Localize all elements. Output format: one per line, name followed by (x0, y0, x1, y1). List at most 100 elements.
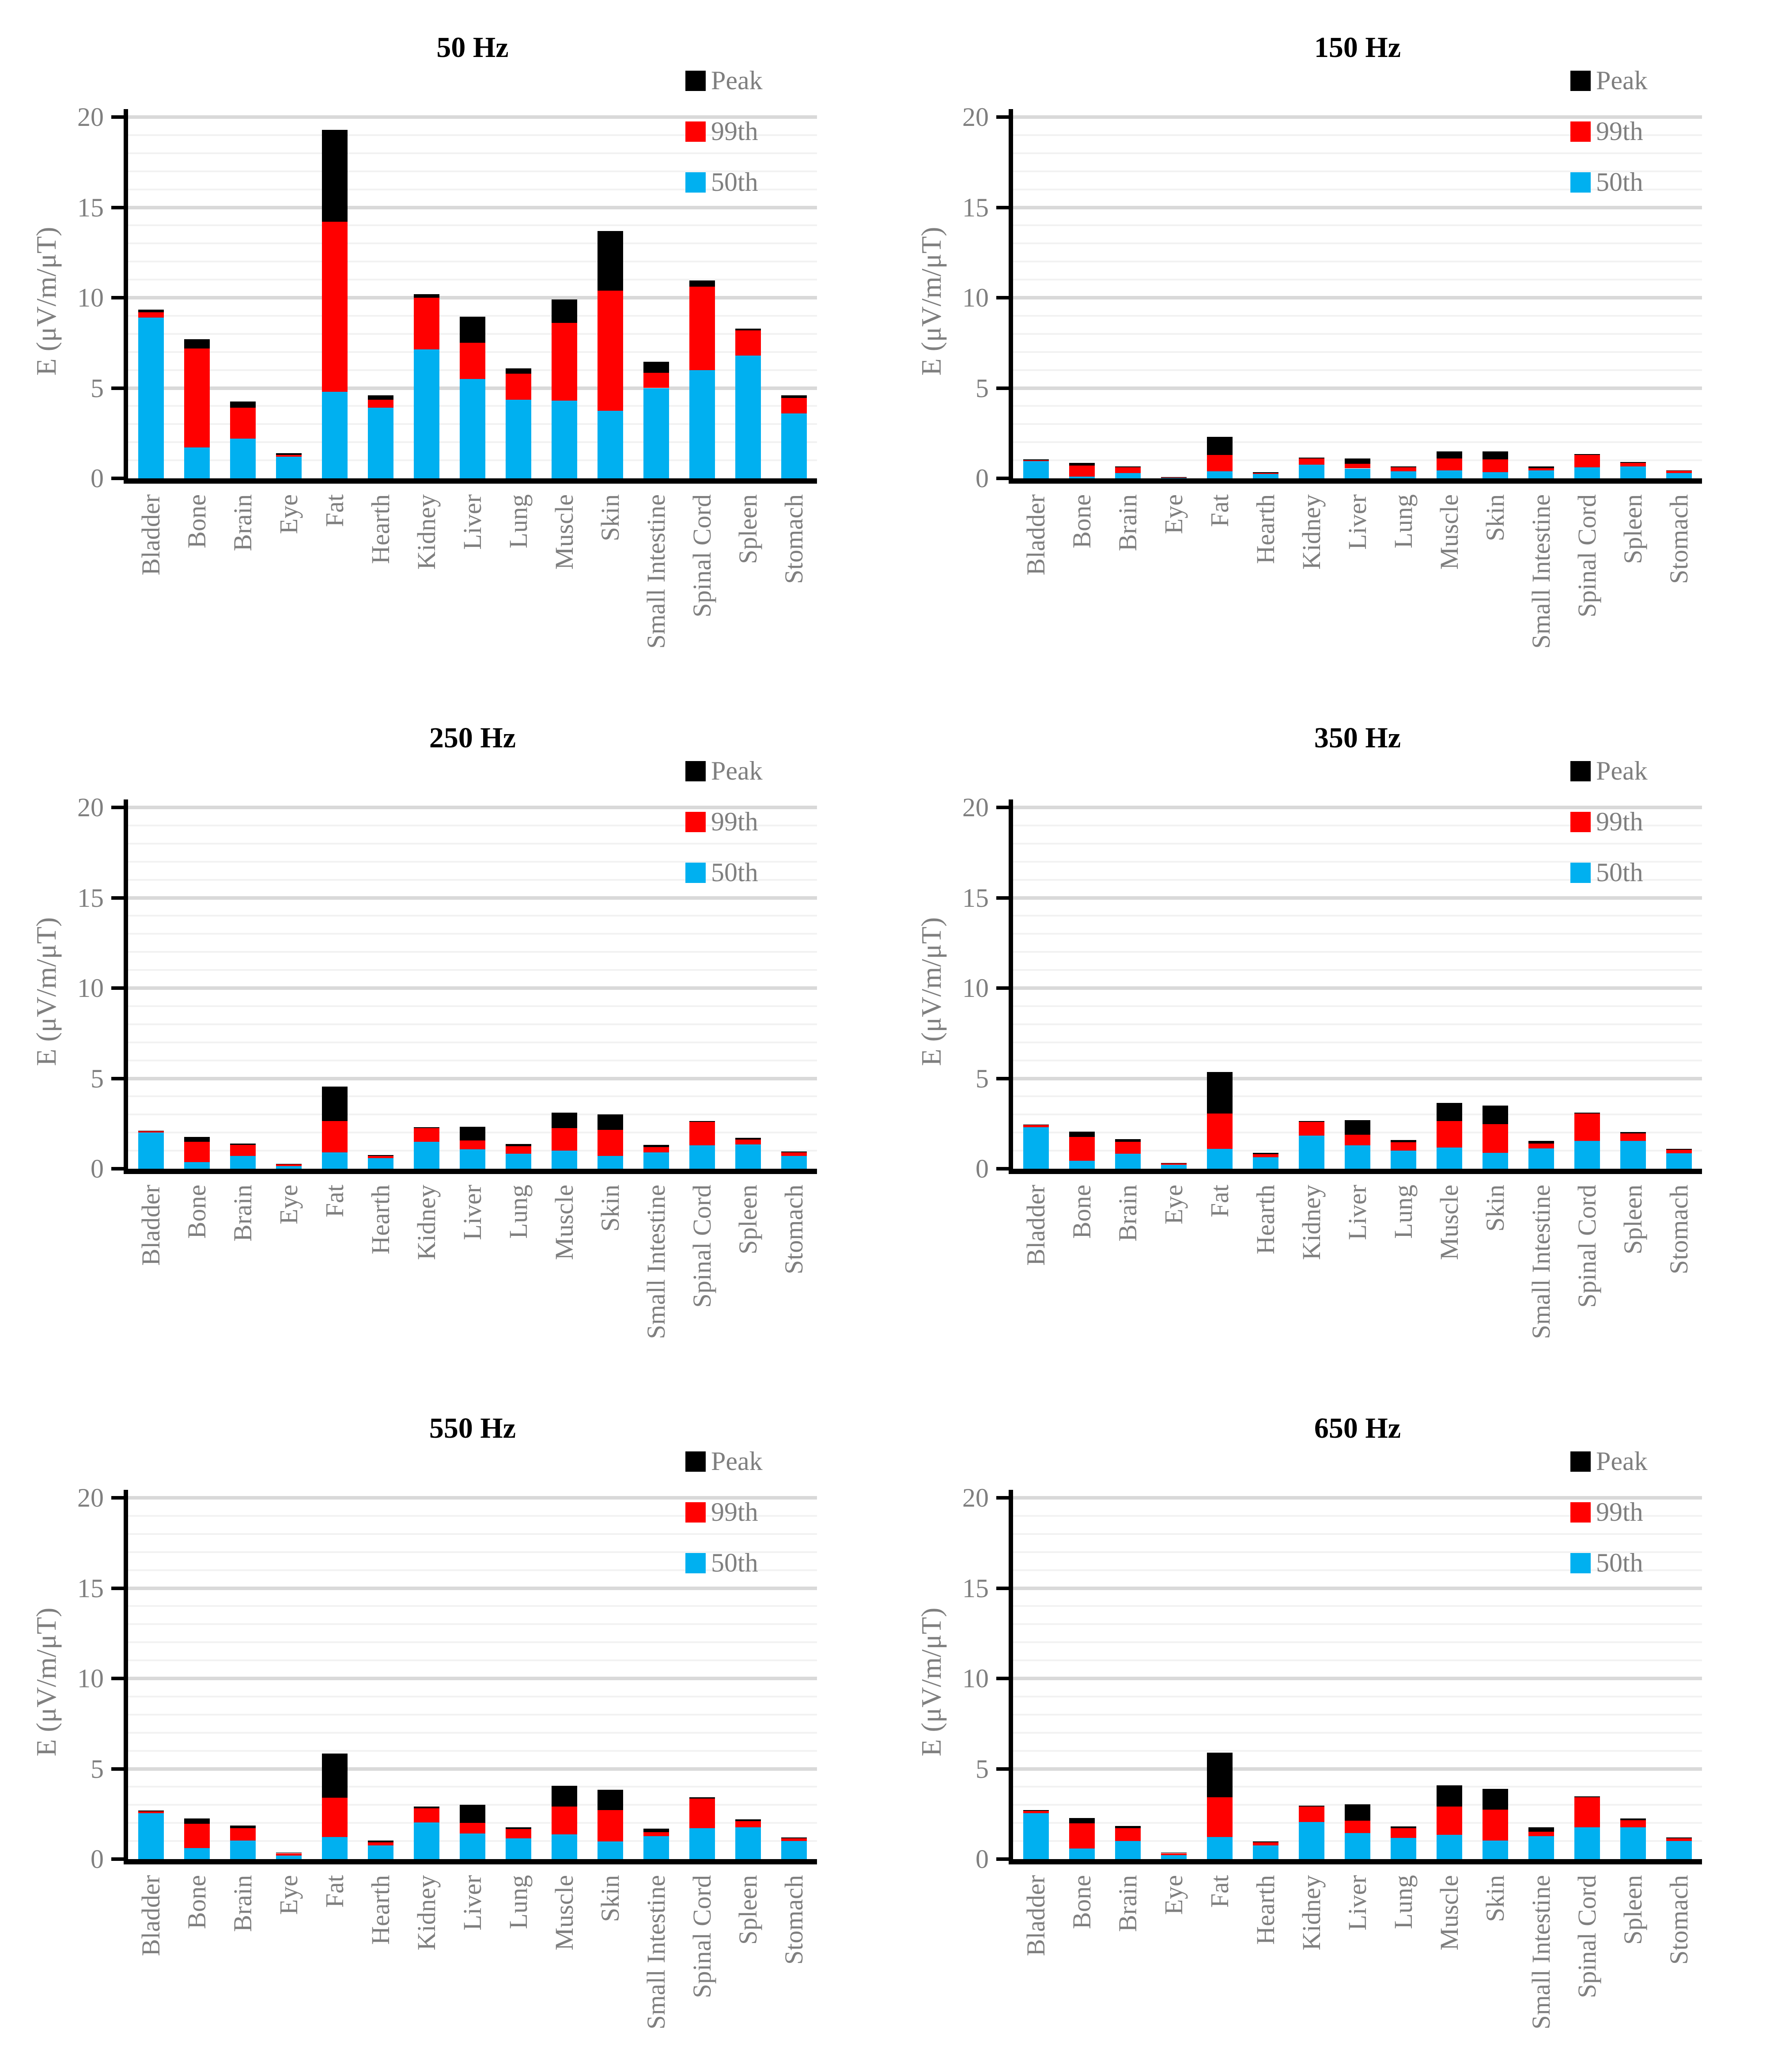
x-category-label-muscle: Muscle (1435, 494, 1464, 570)
bar-small-intestine-50th (1528, 470, 1554, 478)
minor-gridline (128, 242, 817, 245)
bar-muscle-peak (552, 1113, 577, 1128)
bar-liver-99th (1345, 1135, 1370, 1145)
x-category-label-hearth: Hearth (366, 1875, 395, 1945)
legend-item-label-99th: 99th (1596, 1497, 1643, 1527)
legend-item-label-peak: Peak (1596, 1447, 1648, 1476)
y-tick-label: 10 (962, 1664, 989, 1693)
bar-bladder-50th (1023, 1127, 1049, 1169)
bar-skin-peak (598, 231, 623, 291)
bar-muscle-99th (552, 323, 577, 401)
bar-spinal-cord-99th (689, 287, 715, 370)
bar-hearth-99th (1253, 473, 1278, 474)
bar-kidney-50th (414, 349, 439, 478)
legend-swatch-99th (1570, 1502, 1591, 1523)
bar-brain-99th (230, 408, 256, 439)
bar-spinal-cord-peak (689, 1797, 715, 1799)
x-category-label-brain: Brain (1113, 1185, 1142, 1242)
bar-lung-50th (1391, 471, 1416, 478)
minor-gridline (128, 1023, 817, 1025)
minor-gridline (1013, 134, 1702, 136)
x-category-label-hearth: Hearth (1251, 1875, 1280, 1945)
bar-muscle-50th (1437, 470, 1462, 478)
minor-gridline (1013, 1623, 1702, 1625)
x-category-label-small-intestine: Small Intestine (1527, 1875, 1555, 2030)
x-category-label-liver: Liver (1343, 1875, 1372, 1931)
bar-eye-99th (276, 1164, 302, 1166)
bar-stomach-peak (1666, 470, 1692, 471)
y-tick-label: 10 (77, 283, 104, 312)
bar-kidney-peak (414, 1807, 439, 1808)
x-category-label-muscle: Muscle (550, 1875, 579, 1951)
bar-bone-50th (184, 1162, 210, 1169)
bar-eye-99th (1161, 477, 1187, 478)
bar-bladder-99th (1023, 460, 1049, 462)
bar-small-intestine-99th (643, 1147, 669, 1153)
minor-gridline (1013, 261, 1702, 263)
bar-bladder-peak (138, 309, 164, 312)
legend-swatch-50th (1570, 172, 1591, 193)
bar-hearth-50th (368, 1158, 393, 1169)
major-gridline (128, 986, 817, 990)
bar-brain-99th (1115, 1828, 1141, 1841)
y-tick-mark (111, 1496, 124, 1500)
y-tick-mark (996, 1677, 1009, 1680)
chart-350hz: 350 Hz E (μV/m/μT) 0 5 10 15 20 Bladder Bone Br… (885, 690, 1770, 1381)
minor-gridline (128, 1551, 817, 1553)
bar-skin-50th (1483, 1841, 1508, 1859)
bar-lung-99th (506, 1829, 531, 1839)
bar-eye-50th (276, 456, 302, 478)
legend-item-label-99th: 99th (711, 807, 758, 836)
bar-spleen-99th (1620, 463, 1646, 467)
bar-kidney-50th (414, 1141, 439, 1169)
bar-kidney-99th (414, 1808, 439, 1822)
bar-bladder-99th (138, 312, 164, 318)
bar-stomach-99th (1666, 1150, 1692, 1154)
x-category-label-lung: Lung (1389, 1875, 1418, 1929)
x-axis-line (124, 1169, 817, 1174)
x-category-label-small-intestine: Small Intestine (642, 1875, 670, 2030)
legend-swatch-peak (1570, 71, 1591, 91)
y-axis-line (124, 799, 128, 1169)
minor-gridline (128, 134, 817, 136)
y-tick-mark (996, 1767, 1009, 1771)
bar-lung-50th (506, 1838, 531, 1859)
major-gridline (1013, 1076, 1702, 1080)
x-category-label-skin: Skin (1481, 1185, 1509, 1232)
bar-spinal-cord-50th (1574, 1140, 1600, 1169)
x-category-label-brain: Brain (228, 1185, 257, 1242)
bar-skin-99th (598, 1810, 623, 1841)
bar-spleen-peak (735, 328, 761, 330)
minor-gridline (1013, 1569, 1702, 1571)
bar-small-intestine-peak (1528, 466, 1554, 468)
bar-stomach-99th (1666, 470, 1692, 473)
bar-muscle-peak (1437, 451, 1462, 458)
chart-150hz: 150 Hz E (μV/m/μT) 0 5 10 15 20 Bladder Bone Br… (885, 0, 1770, 690)
y-tick-label: 0 (976, 1845, 989, 1874)
bar-bone-99th (184, 1824, 210, 1849)
x-category-label-fat: Fat (320, 1875, 349, 1908)
minor-gridline (1013, 915, 1702, 917)
bar-bladder-50th (138, 1133, 164, 1169)
bar-eye-99th (1161, 1163, 1187, 1165)
minor-gridline (1013, 1005, 1702, 1007)
bar-spinal-cord-50th (689, 1828, 715, 1859)
minor-gridline (1013, 242, 1702, 245)
legend-item-label-peak: Peak (1596, 66, 1648, 95)
x-category-label-bone: Bone (182, 494, 211, 549)
x-category-label-skin: Skin (596, 494, 624, 542)
bar-muscle-50th (1437, 1834, 1462, 1859)
y-tick-label: 20 (77, 1483, 104, 1512)
bar-liver-peak (1345, 1120, 1370, 1135)
minor-gridline (128, 170, 817, 172)
minor-gridline (1013, 279, 1702, 281)
legend-swatch-99th (685, 1502, 706, 1523)
bar-skin-50th (598, 1156, 623, 1169)
bar-stomach-peak (781, 1837, 807, 1838)
x-category-label-muscle: Muscle (550, 494, 579, 570)
y-axis-line (1009, 1490, 1013, 1859)
bar-bone-50th (184, 1848, 210, 1859)
minor-gridline (128, 842, 817, 845)
legend-item-label-99th: 99th (711, 1497, 758, 1527)
x-category-label-bladder: Bladder (136, 1185, 165, 1266)
